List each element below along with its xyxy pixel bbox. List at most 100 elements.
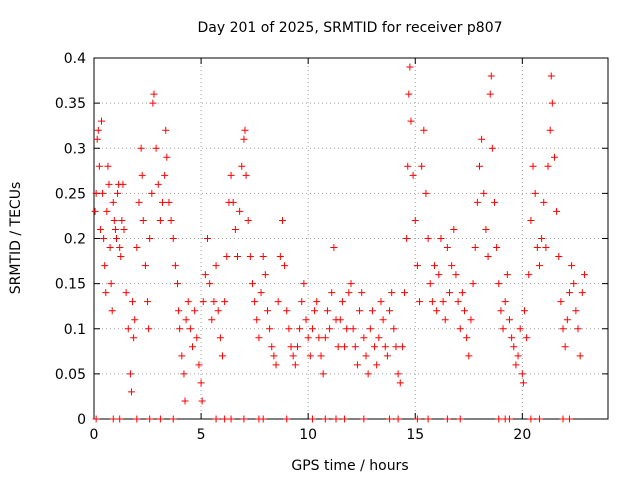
data-point: [576, 352, 584, 360]
data-point: [520, 307, 528, 315]
x-tick-label: 5: [197, 427, 206, 443]
data-point: [253, 316, 261, 324]
data-point: [364, 370, 372, 378]
data-point: [555, 253, 563, 261]
data-point: [208, 316, 216, 324]
data-point: [101, 262, 109, 270]
data-point: [193, 334, 201, 342]
data-point: [283, 307, 291, 315]
data-point: [126, 370, 134, 378]
data-point: [251, 298, 259, 306]
y-tick-label: 0.3: [64, 141, 86, 157]
data-point: [527, 415, 535, 423]
data-point: [198, 397, 206, 405]
x-axis-label: GPS time / hours: [291, 458, 408, 474]
data-point: [293, 343, 301, 351]
data-point: [257, 289, 265, 297]
data-point: [535, 415, 543, 423]
data-point: [182, 316, 190, 324]
data-point: [199, 298, 207, 306]
data-point: [308, 325, 316, 333]
data-point: [298, 298, 306, 306]
data-point: [461, 307, 469, 315]
data-point: [109, 198, 117, 206]
data-point: [150, 90, 158, 98]
data-point: [550, 153, 558, 161]
data-point: [493, 244, 501, 252]
y-tick-label: 0.25: [55, 186, 86, 202]
data-point: [529, 162, 537, 170]
data-point: [174, 280, 182, 288]
x-tick-label: 10: [299, 427, 317, 443]
data-point: [111, 225, 119, 233]
data-point: [104, 162, 112, 170]
y-tick-label: 0.35: [55, 96, 86, 112]
data-point: [454, 298, 462, 306]
data-point: [533, 244, 541, 252]
data-point: [523, 334, 531, 342]
data-point: [443, 415, 451, 423]
data-point: [197, 379, 205, 387]
data-point: [129, 298, 137, 306]
data-point: [144, 298, 152, 306]
data-point: [231, 225, 239, 233]
data-point: [259, 415, 267, 423]
data-point: [105, 180, 113, 188]
data-point: [495, 415, 503, 423]
data-point: [373, 361, 381, 369]
data-point: [379, 316, 387, 324]
data-point: [287, 343, 295, 351]
data-point: [274, 298, 282, 306]
data-point: [169, 235, 177, 242]
data-point: [476, 162, 483, 170]
data-point: [118, 216, 126, 224]
data-point: [424, 235, 432, 242]
data-point: [229, 198, 237, 206]
data-point: [99, 189, 107, 197]
data-point: [416, 298, 424, 306]
data-point: [394, 370, 402, 378]
data-point: [100, 235, 108, 242]
data-point: [341, 343, 349, 351]
data-point: [487, 72, 495, 80]
data-point: [92, 415, 100, 423]
data-point: [439, 298, 447, 306]
data-point: [156, 415, 164, 423]
data-point: [404, 162, 412, 170]
data-point: [465, 352, 473, 360]
data-point: [212, 415, 220, 423]
data-point: [360, 334, 368, 342]
data-point: [233, 253, 241, 261]
x-tick-label: 0: [90, 427, 99, 443]
data-point: [437, 235, 445, 242]
data-point: [409, 171, 417, 179]
data-point: [141, 262, 149, 270]
data-point: [398, 343, 406, 351]
data-point: [149, 99, 157, 107]
data-point: [163, 153, 171, 161]
data-point: [377, 298, 385, 306]
data-point: [497, 307, 505, 315]
data-point: [319, 370, 327, 378]
data-point: [133, 244, 141, 252]
data-point: [456, 415, 464, 423]
data-point: [135, 198, 143, 206]
data-point: [401, 289, 409, 297]
data-point: [175, 307, 183, 315]
data-point: [336, 316, 344, 324]
data-point: [362, 352, 370, 360]
data-point: [495, 280, 503, 288]
data-point: [332, 415, 340, 423]
data-point: [311, 307, 319, 315]
data-point: [184, 298, 192, 306]
data-point: [463, 334, 471, 342]
data-point: [484, 253, 492, 261]
data-point: [112, 235, 120, 242]
data-point: [544, 162, 552, 170]
data-point: [353, 361, 361, 369]
chart-title: Day 201 of 2025, SRMTID for receiver p80…: [197, 20, 502, 36]
data-point: [268, 343, 276, 351]
data-point: [119, 180, 127, 188]
data-point: [341, 415, 349, 423]
data-point: [189, 343, 197, 351]
